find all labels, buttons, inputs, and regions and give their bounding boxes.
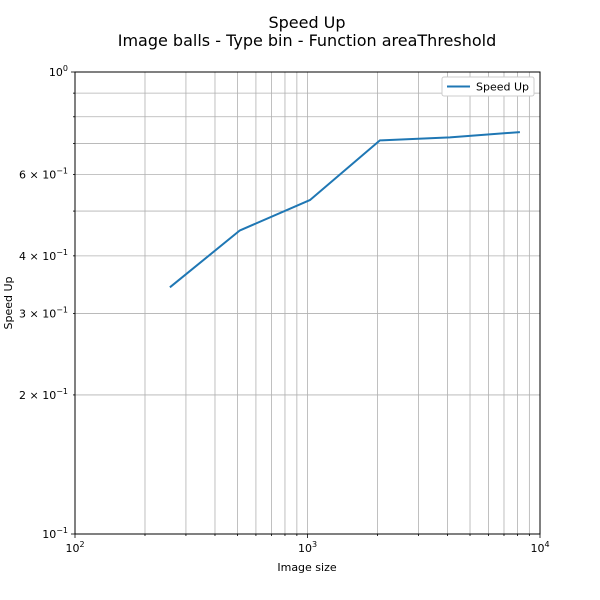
y-tick-label: 10−1	[42, 526, 68, 541]
x-tick-label: 103	[298, 540, 317, 555]
x-tick-label: 104	[530, 540, 549, 555]
grid	[74, 72, 540, 535]
legend: Speed Up	[441, 76, 535, 97]
y-tick-label: 4 × 10−1	[19, 248, 68, 263]
axis-ticks: 102 103 104 10−1 2 × 10−1 3 × 10−1 4 × 10−1 6 ×…	[19, 64, 550, 555]
legend-entry-label: Speed Up	[476, 81, 529, 94]
y-tick-label: 3 × 10−1	[19, 306, 68, 321]
y-tick-label: 2 × 10−1	[19, 387, 68, 402]
y-axis-label: Speed Up	[2, 276, 15, 329]
chart-subtitle: Image balls - Type bin - Function areaTh…	[118, 31, 497, 50]
series-line	[169, 131, 520, 289]
chart-title: Speed Up	[268, 13, 345, 32]
x-tick-label: 102	[65, 540, 84, 555]
plot-series	[169, 131, 520, 289]
y-tick-label: 100	[49, 64, 68, 79]
x-axis-label: Image size	[277, 561, 337, 574]
y-tick-label: 6 × 10−1	[19, 166, 68, 181]
legend-box	[441, 76, 535, 97]
